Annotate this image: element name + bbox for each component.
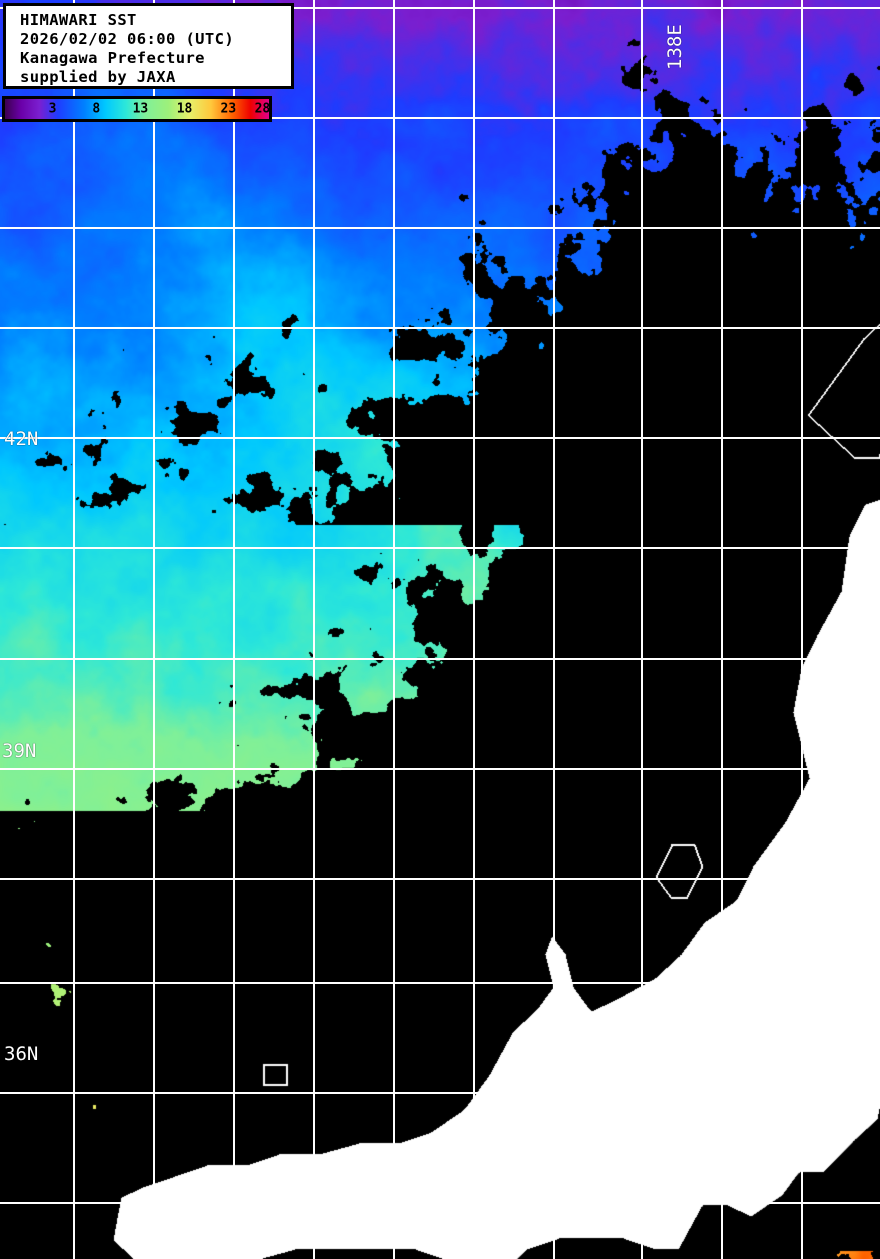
info-region: Kanagawa Prefecture [20,49,205,67]
sst-colorbar: 3 8 13 18 23 28 [2,96,272,122]
info-title: HIMAWARI SST [20,11,137,29]
colorbar-gradient [5,99,269,119]
info-attribution: supplied by JAXA [20,68,176,86]
info-timestamp: 2026/02/02 06:00 (UTC) [20,30,235,48]
info-box: HIMAWARI SST 2026/02/02 06:00 (UTC) Kana… [3,3,294,89]
